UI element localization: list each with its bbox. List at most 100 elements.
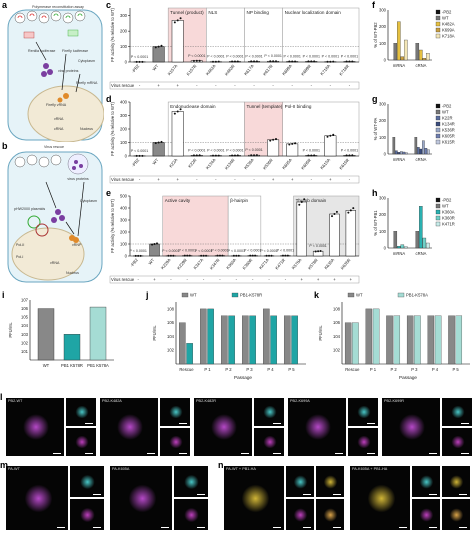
panel-f-letter: f [372, 0, 375, 10]
category-label-P 5: P 5 [453, 367, 460, 372]
panel-a-title: Polymerase reconstitution assay [32, 5, 84, 9]
bar-Rescue-PB1-K578R [186, 343, 193, 365]
micrograph-PB2-K482A: PB2-K482A [100, 398, 158, 456]
data-point [313, 60, 316, 63]
scale-bar [303, 527, 311, 528]
micrograph-channel-dapi [442, 398, 472, 426]
y-axis-label: PFU/mL [152, 325, 157, 341]
y-tick-label: 100 [379, 41, 387, 46]
data-point [270, 254, 273, 257]
panel-a-letter: a [2, 0, 8, 10]
data-point [214, 154, 217, 157]
cell-signal [128, 483, 157, 513]
panel-b-schematic: Virus rescue virus proteins pHW2000 plas… [6, 142, 104, 285]
data-point [345, 154, 348, 157]
data-point [188, 254, 191, 257]
bar-Rescue-PB1-K578A [352, 322, 359, 365]
category-label-K347R: K347R [209, 257, 221, 270]
bar-P 2-WT [221, 315, 228, 365]
data-point [160, 140, 163, 143]
legend-swatch-WT [435, 15, 441, 21]
category-label-K134R: K134R [224, 157, 236, 170]
panel-e-letter: e [106, 188, 112, 198]
rescue-mark-K157A: + [176, 83, 179, 88]
scale-bar [399, 527, 407, 528]
data-point [205, 254, 208, 257]
viral-proteins-label: viral proteins [58, 69, 79, 73]
legend-label-WT: WT [442, 110, 449, 115]
p-value-label: P < 0.0001 [162, 249, 179, 253]
category-label-K347A: K347A [192, 257, 204, 270]
data-point [329, 60, 332, 63]
rescue-mark-K615A: + [329, 177, 332, 182]
category-label--PB2: -PB2 [130, 157, 140, 168]
cell-signal [420, 474, 433, 489]
chart-g: % of WT-PA 0 100 200 300 mRNA cRNA -PB2WTK22RK1… [373, 102, 455, 163]
bar-mRNA-K360R [400, 244, 405, 249]
cell-signal [357, 435, 371, 449]
p-value-label: P < 0.0001 [207, 55, 224, 59]
panel-a-schematic: Polymerase reconstitution assay Renilla … [6, 2, 105, 143]
y-tick-label: 102 [167, 348, 175, 353]
y-tick-label: 102 [333, 348, 341, 353]
data-point [221, 254, 224, 257]
cell-signal [75, 405, 89, 419]
y-axis-label: % of WT-PA [373, 118, 378, 141]
rescue-mark-K157R: - [196, 83, 198, 88]
category-label-Rescue: Rescue [179, 367, 194, 372]
bar-cRNA-K482A [419, 49, 423, 61]
bar-K605A [286, 143, 299, 157]
data-point [217, 60, 220, 63]
data-point [317, 250, 320, 253]
micrograph-channel-pb2 [66, 428, 96, 456]
y-axis-label: FF activity (% relative to WT) [110, 102, 115, 156]
scale-bar [461, 453, 469, 454]
scale-bar [179, 453, 187, 454]
data-point [294, 60, 297, 63]
legend-label--PB2: -PB2 [442, 104, 452, 109]
micrograph-caption: PB2-K699A [290, 399, 310, 403]
rescue-mark-K22R: - [196, 177, 198, 182]
bar-P 3-WT [242, 315, 249, 365]
data-point [214, 60, 217, 63]
category-label-K536R: K536R [262, 157, 274, 170]
p-value-label: P < 0.0001 [188, 148, 205, 152]
data-point [198, 154, 201, 157]
bar-K157A [171, 20, 184, 63]
scale-bar [429, 494, 437, 495]
micrograph-PA-K605A: PA-K605A [110, 466, 172, 530]
renilla-label: Renilla luciferase [28, 49, 55, 53]
bar-P 2-WT [386, 315, 393, 365]
data-point [216, 254, 219, 257]
scale-bar [333, 494, 341, 495]
data-point [235, 254, 238, 257]
micrograph-PB2-K482R: PB2-K482R [194, 398, 252, 456]
category-label-P 2: P 2 [225, 367, 232, 372]
bar-mRNA-K699A [400, 56, 405, 61]
data-point [269, 139, 272, 142]
p-value-label: P < 0.0001 [309, 244, 326, 248]
rescue-mark-K22A: + [176, 177, 179, 182]
rescue-row-label: Virus rescue [111, 177, 135, 182]
p-value-label: P < 0.0001 [283, 55, 300, 59]
scale-bar [303, 494, 311, 495]
bar-mRNA-K360A [397, 246, 401, 249]
legend-label-K134R: K134R [442, 122, 455, 127]
bar-K22A [171, 111, 184, 157]
bar-P 3-WT [406, 315, 414, 365]
chart-e: Active cavity β-hairpin Thumb domain 0 100 20… [109, 194, 360, 284]
category-label--PB2: -PB2 [129, 257, 139, 268]
p-value-label: P < 0.0001 [341, 55, 358, 59]
data-point [250, 60, 253, 63]
cell-signal [263, 405, 277, 419]
micrograph-channel-dapi [66, 398, 96, 426]
category-label-P 4: P 4 [267, 367, 274, 372]
rescue-row-label: Virus rescue [111, 83, 135, 88]
bar-P 4-WT [427, 315, 435, 365]
micrograph-caption: PB2-K482A [102, 399, 122, 403]
scale-bar [161, 527, 169, 528]
data-point [233, 60, 236, 63]
y-tick-label: 300 [379, 102, 387, 107]
data-point [218, 254, 221, 257]
data-point [274, 137, 277, 140]
